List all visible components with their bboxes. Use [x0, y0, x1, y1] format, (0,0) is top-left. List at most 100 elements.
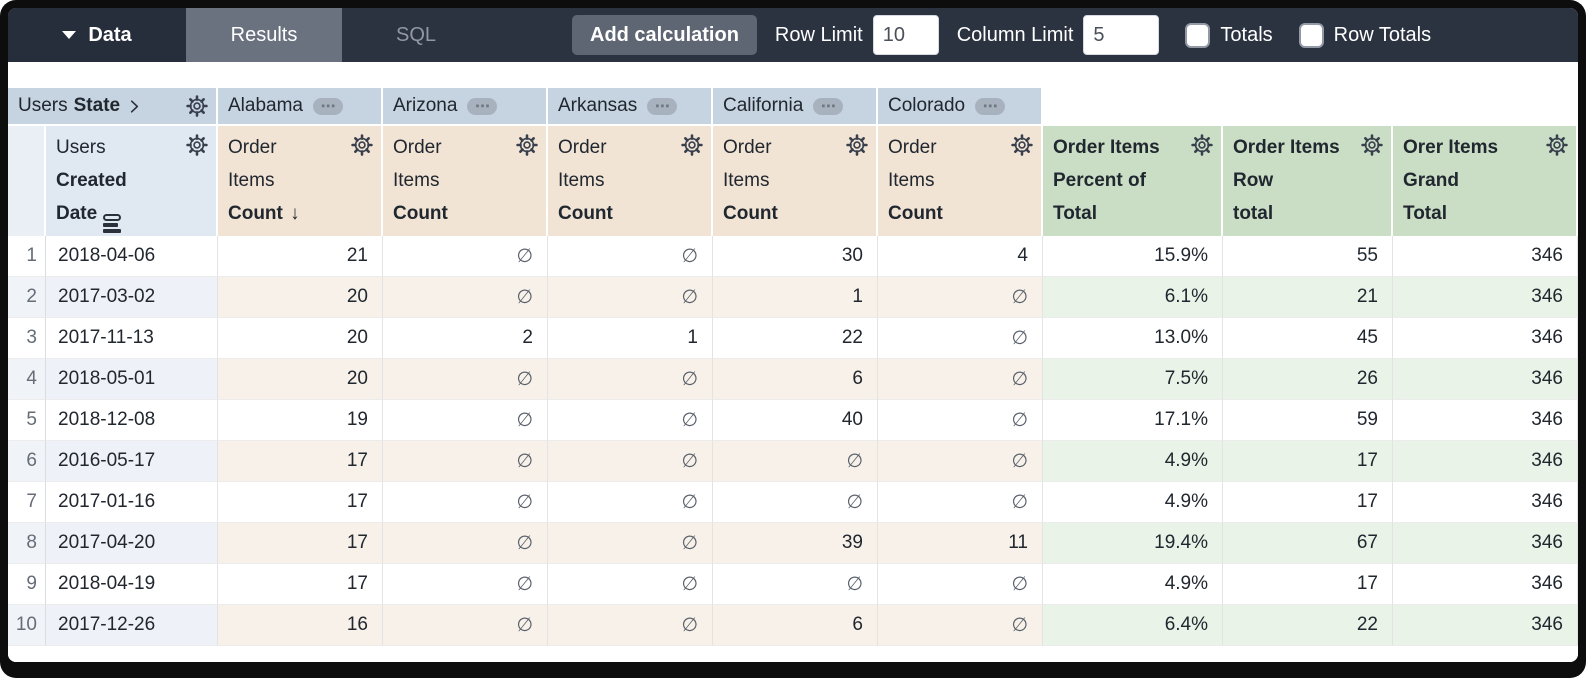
cell-alabama[interactable]: 21 [218, 236, 383, 277]
gear-icon[interactable] [1546, 134, 1568, 156]
cell-alabama[interactable]: 17 [218, 564, 383, 605]
ellipsis-menu-icon[interactable]: ⋯ [467, 97, 498, 115]
gear-icon[interactable] [516, 134, 538, 156]
tab-data[interactable]: Data [8, 8, 186, 62]
add-calculation-button[interactable]: Add calculation [572, 15, 757, 55]
gear-icon[interactable] [351, 134, 373, 156]
cell-colorado[interactable]: ∅ [878, 564, 1043, 605]
cell-percent-of-total[interactable]: 17.1% [1043, 400, 1223, 441]
cell-arkansas[interactable]: ∅ [548, 441, 713, 482]
header-grand-total[interactable]: Orer Items Grand Total [1393, 126, 1578, 236]
cell-arkansas[interactable]: ∅ [548, 359, 713, 400]
cell-arizona[interactable]: ∅ [383, 277, 548, 318]
totals-checkbox[interactable] [1185, 22, 1211, 48]
cell-grand-total[interactable]: 346 [1393, 605, 1578, 646]
tab-results[interactable]: Results [186, 8, 342, 62]
cell-grand-total[interactable]: 346 [1393, 318, 1578, 359]
cell-alabama[interactable]: 20 [218, 277, 383, 318]
cell-alabama[interactable]: 16 [218, 605, 383, 646]
header-order-items-count-alabama[interactable]: Order Items Count ↓ [218, 126, 383, 236]
cell-california[interactable]: 30 [713, 236, 878, 277]
cell-percent-of-total[interactable]: 15.9% [1043, 236, 1223, 277]
cell-percent-of-total[interactable]: 13.0% [1043, 318, 1223, 359]
cell-percent-of-total[interactable]: 7.5% [1043, 359, 1223, 400]
cell-alabama[interactable]: 17 [218, 482, 383, 523]
cell-colorado[interactable]: ∅ [878, 359, 1043, 400]
cell-arkansas[interactable]: ∅ [548, 605, 713, 646]
gear-icon[interactable] [846, 134, 868, 156]
cell-colorado[interactable]: ∅ [878, 277, 1043, 318]
cell-row-total[interactable]: 67 [1223, 523, 1393, 564]
cell-colorado[interactable]: 11 [878, 523, 1043, 564]
cell-california[interactable]: 1 [713, 277, 878, 318]
cell-california[interactable]: 22 [713, 318, 878, 359]
tab-sql[interactable]: SQL [342, 8, 490, 62]
header-order-items-count-colorado[interactable]: Order Items Count [878, 126, 1043, 236]
cell-alabama[interactable]: 19 [218, 400, 383, 441]
cell-row-total[interactable]: 17 [1223, 564, 1393, 605]
cell-date[interactable]: 2018-04-19 [46, 564, 218, 605]
pivot-value-arizona[interactable]: Arizona ⋯ [383, 88, 548, 126]
pivot-value-california[interactable]: California ⋯ [713, 88, 878, 126]
cell-arizona[interactable]: ∅ [383, 605, 548, 646]
cell-row-total[interactable]: 59 [1223, 400, 1393, 441]
cell-date[interactable]: 2017-11-13 [46, 318, 218, 359]
cell-grand-total[interactable]: 346 [1393, 236, 1578, 277]
cell-colorado[interactable]: ∅ [878, 441, 1043, 482]
cell-alabama[interactable]: 17 [218, 523, 383, 564]
ellipsis-menu-icon[interactable]: ⋯ [813, 97, 844, 115]
cell-grand-total[interactable]: 346 [1393, 441, 1578, 482]
cell-arizona[interactable]: ∅ [383, 236, 548, 277]
cell-alabama[interactable]: 20 [218, 318, 383, 359]
pivot-value-colorado[interactable]: Colorado ⋯ [878, 88, 1043, 126]
cell-grand-total[interactable]: 346 [1393, 564, 1578, 605]
cell-date[interactable]: 2016-05-17 [46, 441, 218, 482]
cell-arizona[interactable]: ∅ [383, 359, 548, 400]
cell-row-total[interactable]: 17 [1223, 482, 1393, 523]
cell-arkansas[interactable]: 1 [548, 318, 713, 359]
cell-arkansas[interactable]: ∅ [548, 523, 713, 564]
cell-date[interactable]: 2018-04-06 [46, 236, 218, 277]
gear-icon[interactable] [186, 95, 208, 117]
cell-colorado[interactable]: 4 [878, 236, 1043, 277]
cell-arizona[interactable]: ∅ [383, 523, 548, 564]
cell-colorado[interactable]: ∅ [878, 482, 1043, 523]
header-order-items-count-arizona[interactable]: Order Items Count [383, 126, 548, 236]
cell-percent-of-total[interactable]: 6.4% [1043, 605, 1223, 646]
cell-percent-of-total[interactable]: 4.9% [1043, 482, 1223, 523]
cell-arkansas[interactable]: ∅ [548, 236, 713, 277]
cell-percent-of-total[interactable]: 19.4% [1043, 523, 1223, 564]
gear-icon[interactable] [1191, 134, 1213, 156]
row-limit-input[interactable] [872, 15, 939, 55]
cell-california[interactable]: ∅ [713, 441, 878, 482]
header-percent-of-total[interactable]: Order Items Percent of Total [1043, 126, 1223, 236]
header-users-created-date[interactable]: Users Created Date [46, 126, 218, 236]
header-row-total[interactable]: Order Items Row total [1223, 126, 1393, 236]
column-limit-input[interactable] [1083, 15, 1160, 55]
cell-row-total[interactable]: 22 [1223, 605, 1393, 646]
cell-row-total[interactable]: 55 [1223, 236, 1393, 277]
gear-icon[interactable] [681, 134, 703, 156]
pivot-value-arkansas[interactable]: Arkansas ⋯ [548, 88, 713, 126]
header-order-items-count-california[interactable]: Order Items Count [713, 126, 878, 236]
cell-percent-of-total[interactable]: 4.9% [1043, 564, 1223, 605]
cell-california[interactable]: ∅ [713, 482, 878, 523]
gear-icon[interactable] [1011, 134, 1033, 156]
cell-arkansas[interactable]: ∅ [548, 400, 713, 441]
cell-row-total[interactable]: 45 [1223, 318, 1393, 359]
header-order-items-count-arkansas[interactable]: Order Items Count [548, 126, 713, 236]
gear-icon[interactable] [1361, 134, 1383, 156]
cell-grand-total[interactable]: 346 [1393, 359, 1578, 400]
cell-colorado[interactable]: ∅ [878, 318, 1043, 359]
pivot-dimension-header[interactable]: Users State [8, 88, 218, 126]
cell-percent-of-total[interactable]: 4.9% [1043, 441, 1223, 482]
cell-date[interactable]: 2017-12-26 [46, 605, 218, 646]
cell-date[interactable]: 2018-05-01 [46, 359, 218, 400]
cell-grand-total[interactable]: 346 [1393, 523, 1578, 564]
cell-arizona[interactable]: 2 [383, 318, 548, 359]
ellipsis-menu-icon[interactable]: ⋯ [975, 97, 1006, 115]
cell-row-total[interactable]: 21 [1223, 277, 1393, 318]
cell-grand-total[interactable]: 346 [1393, 277, 1578, 318]
cell-california[interactable]: 6 [713, 359, 878, 400]
cell-alabama[interactable]: 20 [218, 359, 383, 400]
